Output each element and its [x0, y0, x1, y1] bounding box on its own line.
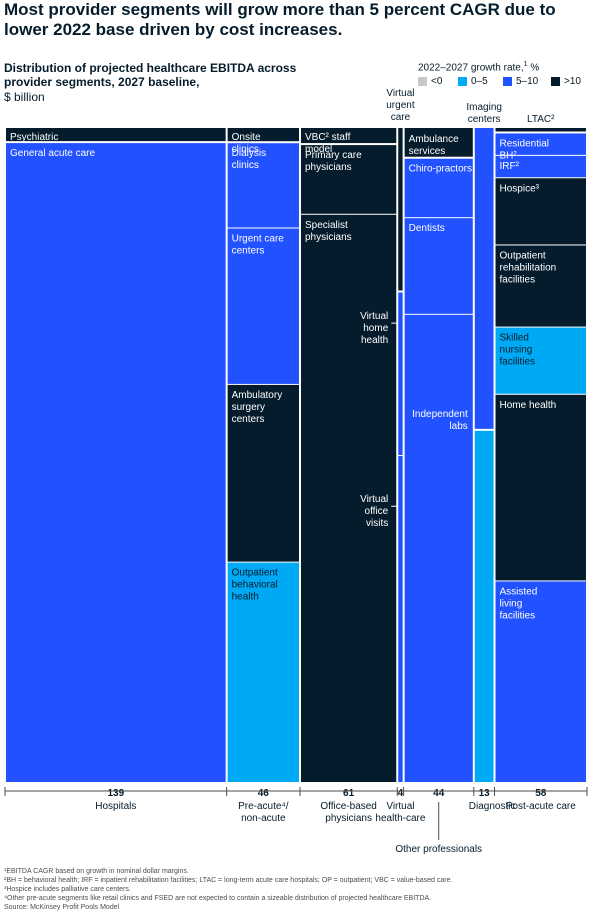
label-post-acute-care-outpatient-rehabilitation-facilities: Outpatient rehabilitation facilities: [500, 250, 557, 285]
segment-other-professionals-ambulance-services: [404, 128, 473, 157]
label-pre-acute-non-acute-ambulatory-surgery-centers: Ambulatory surgery centers: [232, 390, 283, 425]
legend-label-0to5: 0–5: [471, 76, 488, 87]
legend-label-5to10: 5–10: [516, 76, 539, 87]
segment-virtual-health-care-virtual-home-health: [398, 292, 403, 455]
segment-post-acute-care-assisted-living-facilities: [495, 581, 586, 782]
chart-units: $ billion: [4, 90, 45, 104]
footnote-2: ²BH = behavioral health; IRF = inpatient…: [4, 877, 453, 884]
legend-swatch-lt0: [418, 77, 427, 86]
label-office-based-physicians-primary-care-physicians: Primary care physicians: [305, 150, 362, 173]
label-pre-acute-non-acute-urgent-care-centers: Urgent care centers: [232, 234, 285, 257]
label-virtual-health-care-virtual-home-health: Virtual home health: [360, 311, 389, 346]
total-label-virtual-health-care: 4: [398, 788, 404, 799]
segment-other-professionals-independent-labs: [404, 314, 473, 782]
label-post-acute-care-assisted-living-facilities: Assisted living facilities: [500, 586, 538, 621]
footnote-3: ³Hospice includes palliative care center…: [4, 886, 131, 893]
segment-pre-acute-non-acute-urgent-care-centers: [227, 228, 299, 384]
label-pre-acute-non-acute-dialysis-clinics: Dialysis clinics: [232, 148, 266, 171]
total-label-diagnostic: 13: [479, 788, 491, 799]
column-name-post-acute-care: Post-acute care: [506, 801, 576, 812]
label-post-acute-care-irf: IRF²: [500, 161, 520, 172]
segment-post-acute-care-hospice: [495, 178, 586, 245]
segment-diagnostic-imaging-centers: [474, 128, 494, 429]
chart-subtitle: Distribution of projected healthcare EBI…: [4, 61, 297, 89]
segment-post-acute-care-irf: [495, 155, 586, 178]
legend-title-suffix: %: [527, 62, 540, 74]
legend-swatch-gt10: [551, 77, 560, 86]
legend-label-lt0: <0: [431, 76, 443, 87]
total-label-other-professionals: 44: [433, 788, 445, 799]
legend-swatch-5to10: [503, 77, 512, 86]
label-post-acute-care-skilled-nursing-facilities: Skilled nursing facilities: [500, 333, 536, 368]
label-hospitals-psychiatric: Psychiatric: [10, 132, 58, 143]
label-virtual-health-care-virtual-urgent-care: Virtual urgent care: [386, 88, 415, 123]
segment-post-acute-care-outpatient-rehabilitation-facilities: [495, 245, 586, 327]
column-name-pre-acute-non-acute: Pre-acute⁴/non-acute: [238, 801, 289, 824]
total-label-hospitals: 139: [107, 788, 124, 799]
label-post-acute-care-residential-bh: Residential BH²: [500, 138, 549, 161]
label-post-acute-care-ltac: LTAC²: [527, 114, 555, 125]
label-other-professionals-dentists: Dentists: [409, 223, 445, 234]
segment-office-based-physicians-vbc-staff-model: [300, 128, 397, 144]
label-hospitals-general-acute-care: General acute care: [10, 148, 95, 159]
total-label-office-based-physicians: 61: [343, 788, 355, 799]
label-other-professionals-ambulance-services: Ambulance services: [409, 134, 459, 157]
segment-post-acute-care-ltac: [495, 128, 586, 132]
chart-title: Most provider segments will grow more th…: [4, 0, 556, 39]
footnote-source: Source: McKinsey Profit Pools Model: [4, 904, 120, 911]
total-label-pre-acute-non-acute: 46: [258, 788, 270, 799]
segment-pre-acute-non-acute-outpatient-behavioral-health: [227, 562, 299, 782]
segment-pre-acute-non-acute-onsite-clinics: [227, 128, 299, 142]
label-office-based-physicians-specialist-physicians: Specialist physicians: [305, 220, 352, 243]
segment-post-acute-care-residential-bh: [495, 133, 586, 155]
column-name-office-based-physicians: Office-based physicians: [320, 801, 377, 824]
segment-post-acute-care-home-health: [495, 394, 586, 581]
segment-pre-acute-non-acute-ambulatory-surgery-centers: [227, 384, 299, 562]
legend-label-gt10: >10: [564, 76, 581, 87]
legend-title-note: 1: [523, 61, 528, 68]
segment-virtual-health-care-virtual-urgent-care: [398, 128, 403, 291]
segment-hospitals-psychiatric: [6, 128, 226, 142]
segment-office-based-physicians-specialist-physicians: [300, 214, 397, 782]
segment-post-acute-care-skilled-nursing-facilities: [495, 327, 586, 394]
segment-other-professionals-dentists: [404, 218, 473, 314]
segment-office-based-physicians-primary-care-physicians: [300, 145, 397, 214]
segment-other-professionals-chiro-practors: [404, 158, 473, 218]
label-post-acute-care-home-health: Home health: [500, 400, 557, 411]
label-diagnostic-imaging-centers: Imaging centers: [466, 102, 502, 125]
label-other-professionals-chiro-practors: Chiro-practors: [409, 164, 472, 175]
column-name-hospitals: Hospitals: [95, 801, 136, 812]
total-label-post-acute-care: 58: [535, 788, 547, 799]
label-pre-acute-non-acute-onsite-clinics: Onsite clinics: [232, 132, 261, 155]
footnote-1: ¹EBITDA CAGR based on growth in nominal …: [4, 868, 189, 875]
segment-diagnostic-segment-1: [474, 430, 494, 782]
segment-hospitals-general-acute-care: [6, 143, 226, 782]
footnote-4: ⁴Other pre-acute segments like retail cl…: [4, 895, 432, 902]
label-pre-acute-non-acute-outpatient-behavioral-health: Outpatient behavioral health: [232, 568, 278, 603]
label-other-professionals-independent-labs: Independent labs: [412, 409, 468, 432]
column-name-diagnostic: Diagnostic: [469, 801, 516, 812]
label-office-based-physicians-vbc-staff-model: VBC² staff model: [305, 132, 351, 155]
segment-virtual-health-care-virtual-office-visits: [398, 456, 403, 782]
legend-swatch-0to5: [458, 77, 467, 86]
column-name-other-professionals: Other professionals: [395, 844, 482, 855]
label-virtual-health-care-virtual-office-visits: Virtual office visits: [360, 494, 389, 529]
legend-title: 2022–2027 growth rate,1 %: [418, 59, 539, 74]
column-name-virtual-health-care: Virtual health-care: [375, 801, 425, 824]
label-post-acute-care-hospice: Hospice³: [500, 183, 540, 194]
footnotes: ¹EBITDA CAGR based on growth in nominal …: [4, 867, 596, 912]
legend-title-text: 2022–2027 growth rate,: [418, 62, 524, 74]
segment-pre-acute-non-acute-dialysis-clinics: [227, 143, 299, 228]
